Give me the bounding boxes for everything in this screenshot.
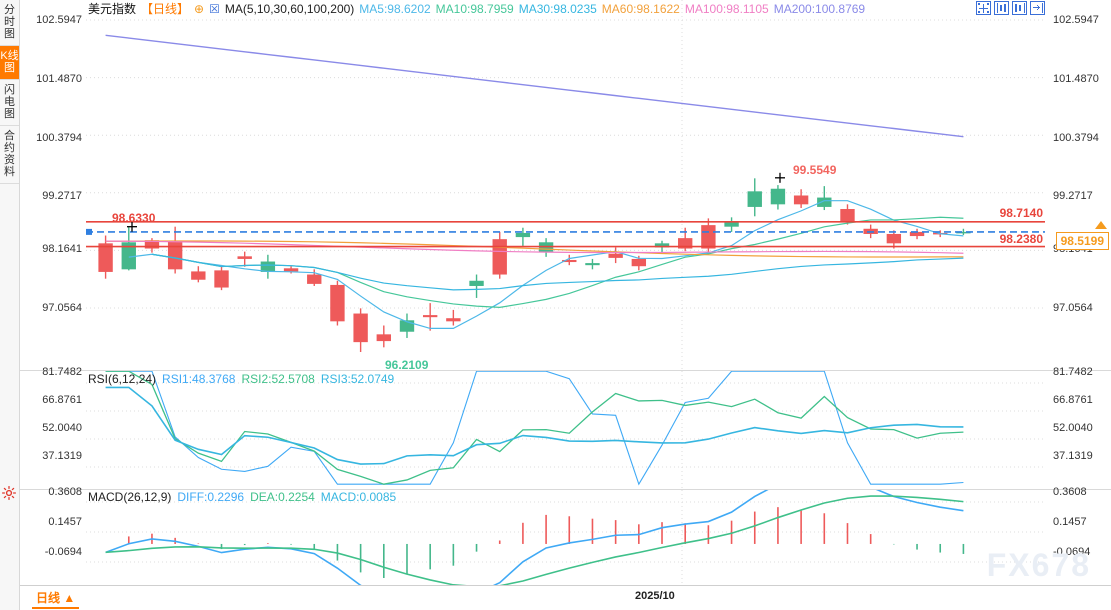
macd-name: MACD(26,12,9): [88, 490, 172, 504]
rsi-panel: RSI(6,12,24) RSI1:48.3768 RSI2:52.5708 RSI3…: [20, 366, 1111, 489]
macd-panel: MACD(26,12,9) DIFF:0.2296 DEA:0.2254 MACD:0…: [20, 486, 1111, 586]
cycle-label: 【日线】: [141, 2, 190, 16]
price-tick-left-0: 102.5947: [36, 14, 82, 26]
fit-all-icon[interactable]: [976, 1, 991, 15]
high-price-label: 99.5549: [793, 163, 837, 177]
rsi-tick-right-2: 52.0040: [1053, 422, 1093, 434]
price-tick-left-3: 99.2717: [42, 190, 82, 202]
price-tick-left-1: 101.4870: [36, 73, 82, 85]
rsi-chart: [86, 371, 1045, 489]
chart-frame: 美元指数 【日线】 ⊕ ☒ MA(5,10,30,60,100,200) MA5:98.6…: [20, 0, 1111, 610]
rsi-tick-left-0: 81.7482: [42, 366, 82, 378]
price-tick-right-5: 97.0564: [1053, 302, 1093, 314]
price-tick-right-2: 100.3794: [1053, 132, 1099, 144]
ma200-value: MA200:100.8769: [773, 2, 866, 16]
main-legend: 美元指数 【日线】 ⊕ ☒ MA(5,10,30,60,100,200) MA5:98.6…: [88, 1, 870, 17]
price-panel: 102.5947 101.4870 100.3794 99.2717 98.16…: [20, 0, 1111, 372]
price-tick-left-4: 98.1641: [42, 243, 82, 255]
sidebar-item-flash[interactable]: 闪电图: [0, 80, 19, 126]
sidebar-item-timeline[interactable]: 分时图: [0, 0, 19, 46]
align-left-icon[interactable]: [994, 1, 1009, 15]
price-tick-left-2: 100.3794: [36, 132, 82, 144]
brightness-icon[interactable]: [2, 486, 16, 500]
ma-params: MA(5,10,30,60,100,200): [224, 2, 355, 16]
macd-plot[interactable]: [86, 490, 1045, 586]
divider-rsi: [20, 370, 1111, 371]
macd-chart: [86, 490, 1045, 586]
rsi-name: RSI(6,12,24): [88, 372, 157, 386]
price-tick-left-5: 97.0564: [42, 302, 82, 314]
upper-red-price-label: 98.7140: [999, 206, 1043, 220]
date-axis-label: 2025/10: [635, 590, 675, 602]
price-plot[interactable]: [86, 0, 1045, 370]
chart-toolbar: [976, 1, 1045, 15]
ma60-value: MA60:98.1622: [601, 2, 680, 16]
low-price-label: 96.2109: [385, 358, 429, 372]
rsi-tick-right-3: 37.1319: [1053, 450, 1093, 462]
crosshair-icon[interactable]: ⊕: [194, 2, 205, 16]
divider-macd: [20, 489, 1111, 490]
macd-tick-right-1: 0.1457: [1053, 516, 1087, 528]
rsi2-value: RSI2:52.5708: [241, 372, 315, 386]
rsi-tick-left-3: 37.1319: [42, 450, 82, 462]
rsi-tick-right-0: 81.7482: [1053, 366, 1093, 378]
ma5-value: MA5:98.6202: [359, 2, 431, 16]
rsi-tick-right-1: 66.8761: [1053, 394, 1093, 406]
rsi-plot[interactable]: [86, 371, 1045, 489]
macd-macd-value: MACD:0.0085: [320, 490, 397, 504]
macd-tick-left-1: 0.1457: [48, 516, 82, 528]
macd-tick-left-0: 0.3608: [48, 486, 82, 498]
sidebar-item-contract[interactable]: 合约资料: [0, 126, 19, 184]
cycle-button[interactable]: 日线 ▲: [32, 589, 80, 609]
macd-diff-value: DIFF:0.2296: [177, 490, 245, 504]
macd-tick-left-2: -0.0694: [44, 546, 82, 558]
bottom-bar: 日线 ▲ 2025/10: [20, 585, 1111, 610]
rsi-legend: RSI(6,12,24) RSI1:48.3768 RSI2:52.5708 RSI3…: [88, 372, 400, 386]
macd-dea-value: DEA:0.2254: [250, 490, 315, 504]
current-price-tag: 98.5199: [1055, 232, 1109, 250]
candlestick-chart: [86, 0, 1045, 370]
rsi-tick-left-2: 52.0040: [42, 422, 82, 434]
sidebar: 分时图 K线图 闪电图 合约资料: [0, 0, 20, 610]
ma100-value: MA100:98.1105: [684, 2, 769, 16]
current-price-arrow: [1095, 221, 1107, 229]
macd-tick-right-0: 0.3608: [1053, 486, 1087, 498]
sidebar-item-kline[interactable]: K线图: [0, 46, 19, 80]
rsi3-value: RSI3:52.0749: [320, 372, 395, 386]
lower-red-price-label: 98.2380: [999, 232, 1043, 246]
ma30-value: MA30:98.0235: [518, 2, 597, 16]
ma-chart-icon[interactable]: ☒: [209, 2, 220, 16]
price-tick-right-0: 102.5947: [1053, 14, 1099, 26]
macd-tick-right-2: -0.0694: [1053, 546, 1091, 558]
symbol-name: 美元指数: [88, 2, 137, 16]
resistance-price-label: 98.6330: [112, 211, 156, 225]
macd-legend: MACD(26,12,9) DIFF:0.2296 DEA:0.2254 MACD:0…: [88, 490, 402, 504]
shift-right-icon[interactable]: [1030, 1, 1045, 15]
rsi-tick-left-1: 66.8761: [42, 394, 82, 406]
price-tick-right-1: 101.4870: [1053, 73, 1099, 85]
align-right-icon[interactable]: [1012, 1, 1027, 15]
price-tick-right-3: 99.2717: [1053, 190, 1093, 202]
rsi1-value: RSI1:48.3768: [162, 372, 236, 386]
ma10-value: MA10:98.7959: [435, 2, 514, 16]
